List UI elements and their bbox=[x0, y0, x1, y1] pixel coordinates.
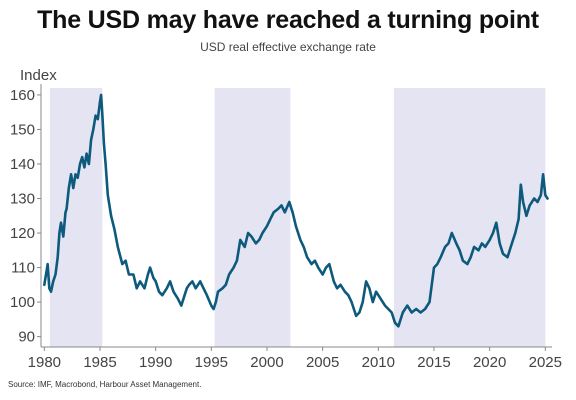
x-tick-label-2000: 2000 bbox=[250, 354, 283, 371]
y-tick-label-140: 140 bbox=[10, 156, 35, 173]
x-tick-label-2025: 2025 bbox=[529, 354, 562, 371]
y-tick-label-120: 120 bbox=[10, 225, 35, 242]
source-note: Source: IMF, Macrobond, Harbour Asset Ma… bbox=[8, 380, 202, 389]
y-tick-label-130: 130 bbox=[10, 191, 35, 208]
recession-shading bbox=[49, 88, 546, 347]
x-tick-label-1980: 1980 bbox=[28, 354, 61, 371]
chart-subtitle: USD real effective exchange rate bbox=[200, 40, 376, 54]
y-axis-label: Index bbox=[20, 67, 57, 84]
shaded-period-1 bbox=[214, 88, 291, 347]
x-tick-label-2020: 2020 bbox=[473, 354, 506, 371]
shaded-period-2 bbox=[393, 88, 546, 347]
x-ticks: 1980 1985 1990 1995 2000 2005 2010 2015 2020 2025 bbox=[28, 347, 562, 371]
x-tick-label-1985: 1985 bbox=[83, 354, 116, 371]
x-tick-label-1995: 1995 bbox=[195, 354, 228, 371]
usd-reer-line bbox=[43, 93, 549, 328]
y-tick-label-90: 90 bbox=[18, 329, 35, 346]
x-tick-label-1990: 1990 bbox=[139, 354, 172, 371]
y-ticks: 90 100 110 120 130 140 150 160 bbox=[10, 87, 41, 346]
x-tick-label-2005: 2005 bbox=[306, 354, 339, 371]
y-tick-label-110: 110 bbox=[11, 260, 35, 277]
y-tick-label-100: 100 bbox=[10, 294, 35, 311]
x-tick-label-2015: 2015 bbox=[417, 354, 450, 371]
chart-title: The USD may have reached a turning point bbox=[37, 6, 539, 34]
y-tick-label-150: 150 bbox=[10, 121, 35, 138]
x-tick-label-2010: 2010 bbox=[362, 354, 395, 371]
y-tick-label-160: 160 bbox=[10, 87, 35, 104]
